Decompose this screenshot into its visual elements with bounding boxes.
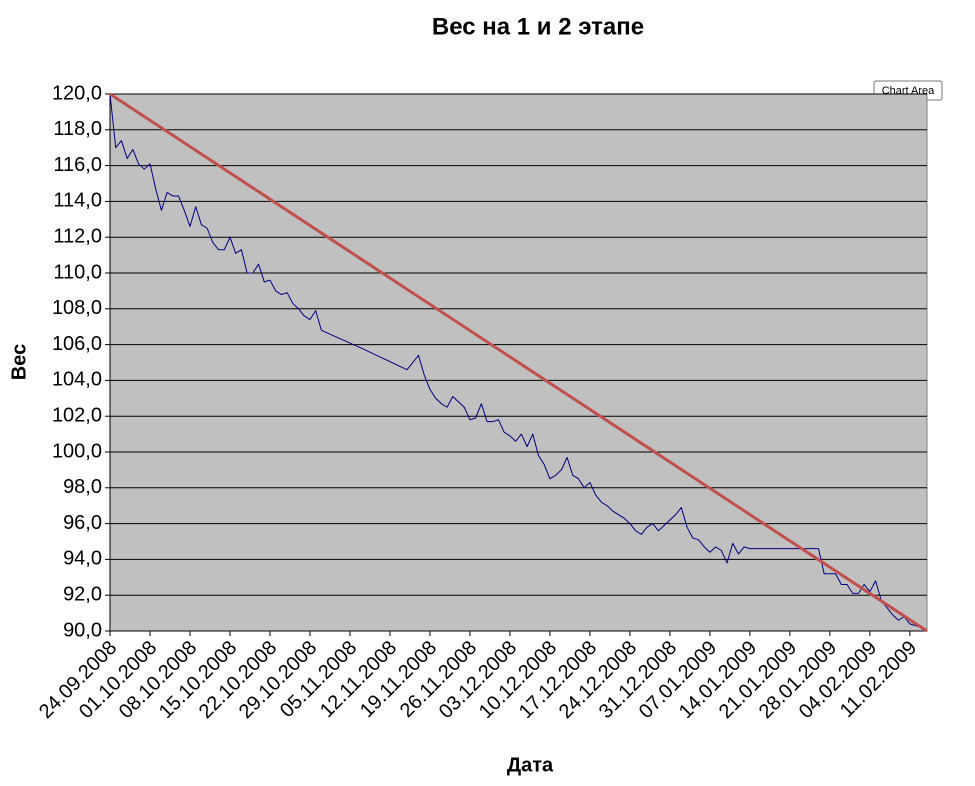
- y-tick-label: 98,0: [63, 476, 102, 498]
- y-tick-label: 112,0: [53, 225, 102, 247]
- y-tick-label: 96,0: [63, 512, 102, 534]
- chart-title: Вес на 1 и 2 этапе: [432, 13, 644, 40]
- y-tick-label: 108,0: [52, 297, 102, 319]
- y-tick-label: 102,0: [52, 404, 102, 426]
- series-line: [109, 92, 928, 633]
- y-tick-label: 110,0: [53, 261, 102, 283]
- y-tick-label: 94,0: [63, 548, 102, 570]
- y-tick-label: 114,0: [53, 190, 102, 212]
- y-tick-label: 92,0: [63, 583, 102, 605]
- y-tick-label: 100,0: [52, 440, 102, 462]
- y-tick-label: 106,0: [52, 333, 102, 355]
- y-tick-label: 120,0: [52, 82, 102, 104]
- y-tick-label: 118,0: [53, 118, 102, 140]
- y-axis-label: Вес: [8, 344, 30, 380]
- y-tick-label: 116,0: [53, 154, 102, 176]
- x-axis-label: Дата: [507, 754, 554, 776]
- y-tick-label: 104,0: [52, 369, 102, 391]
- y-tick-label: 90,0: [63, 619, 102, 641]
- series-line: [109, 93, 928, 632]
